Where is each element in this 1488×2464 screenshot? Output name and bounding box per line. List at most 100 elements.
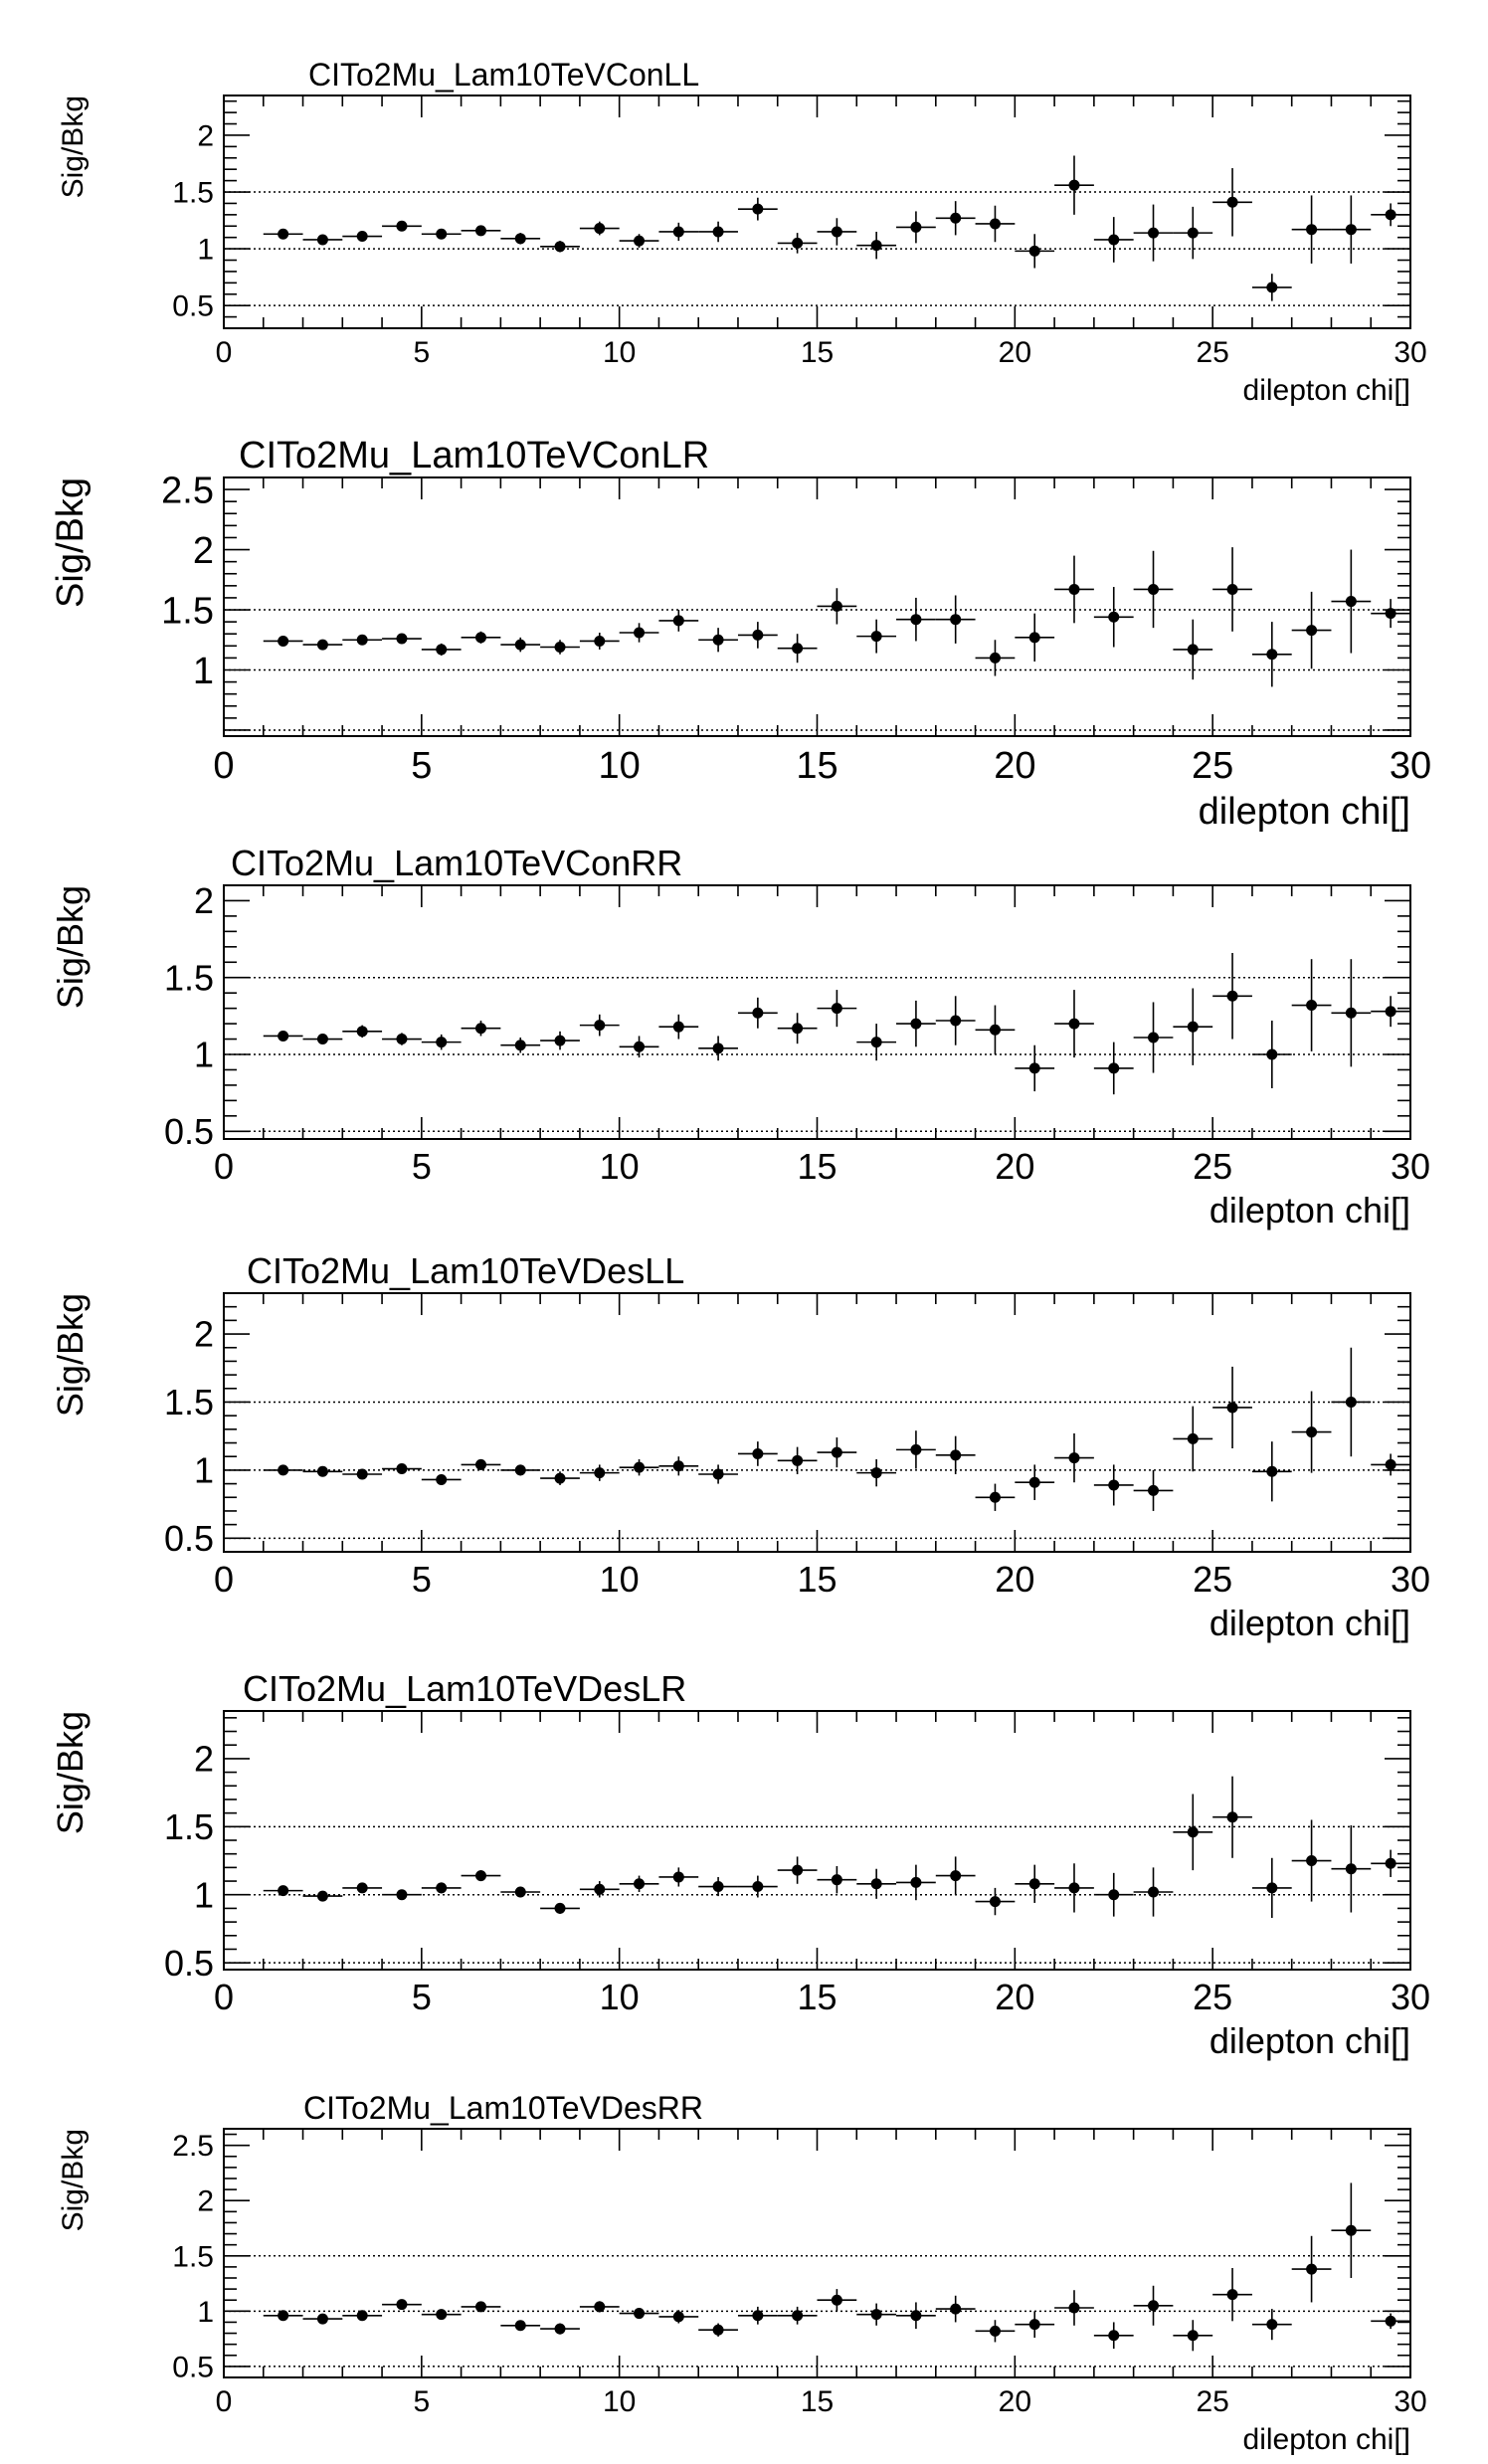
data-marker: [316, 1890, 328, 1902]
y-tick-label: 0.5: [164, 1518, 214, 1559]
data-point: [342, 1882, 383, 1894]
data-point: [1133, 1867, 1174, 1917]
x-tick-label: 20: [999, 2385, 1031, 2418]
data-marker: [1108, 1479, 1120, 1491]
data-marker: [634, 1041, 646, 1052]
y-tick-label: 2: [197, 119, 214, 152]
data-marker: [1187, 227, 1199, 239]
x-tick-label: 0: [214, 1559, 234, 1600]
data-point: [619, 1036, 659, 1058]
data-point: [421, 228, 462, 240]
data-marker: [554, 1035, 566, 1046]
data-point: [1371, 1453, 1410, 1476]
data-marker: [1187, 1021, 1199, 1033]
data-marker: [1028, 1062, 1040, 1074]
data-marker: [1306, 2263, 1318, 2275]
data-marker: [278, 2310, 289, 2322]
y-tick-label: 1.5: [172, 177, 214, 210]
x-axis-label: dilepton chi[]: [1209, 1190, 1410, 1231]
x-axis-label: dilepton chi[]: [1209, 2020, 1410, 2061]
data-marker: [712, 1042, 724, 1054]
data-point: [1331, 1347, 1372, 1457]
data-marker: [396, 633, 408, 645]
data-point: [896, 597, 936, 642]
data-marker: [712, 1881, 724, 1893]
chart-panel-6: 0 5 10 15 20 25 30 0.5 1 1.5 2 2.5 CITo2Mu_Lam10TeVD…: [57, 2090, 1427, 2456]
data-marker: [989, 2325, 1001, 2337]
data-point: [658, 2310, 699, 2324]
data-point: [302, 234, 343, 246]
data-point: [1015, 2311, 1055, 2338]
data-marker: [1187, 644, 1199, 656]
x-tick-label: 15: [801, 336, 834, 369]
data-point: [342, 231, 383, 243]
y-tick-label: 1: [197, 2296, 214, 2329]
data-marker: [396, 220, 408, 232]
data-point: [1371, 996, 1410, 1028]
data-point: [263, 2310, 303, 2322]
data-point: [302, 639, 343, 651]
data-point: [817, 1437, 857, 1468]
x-tick-label: 0: [216, 336, 233, 369]
y-tick-label: 1.5: [164, 1382, 214, 1422]
data-point: [421, 2309, 462, 2321]
data-point: [1251, 1021, 1292, 1088]
data-marker: [1226, 583, 1238, 595]
data-point: [461, 225, 501, 237]
data-marker: [950, 1015, 962, 1027]
data-marker: [910, 1443, 922, 1455]
data-marker: [1226, 2289, 1238, 2301]
data-point: [1331, 2182, 1372, 2278]
data-point: [461, 1458, 501, 1470]
y-tick-label: 1.5: [164, 957, 214, 998]
data-point: [500, 1038, 541, 1053]
data-marker: [316, 1465, 328, 1477]
data-marker: [910, 1876, 922, 1888]
data-point: [658, 1014, 699, 1040]
x-tick-label: 0: [216, 2385, 233, 2418]
data-marker: [989, 1896, 1001, 1908]
x-tick-label: 20: [995, 1146, 1034, 1187]
data-point: [461, 1021, 501, 1037]
data-point: [856, 231, 897, 260]
x-tick-label: 15: [801, 2385, 834, 2418]
data-point: [817, 218, 857, 246]
data-point: [698, 1464, 738, 1484]
data-point: [817, 2289, 857, 2312]
data-point: [500, 1464, 541, 1476]
x-axis-label: dilepton chi[]: [1243, 2423, 1410, 2456]
data-point: [461, 2301, 501, 2313]
data-point: [975, 640, 1016, 676]
x-tick-label: 30: [1390, 745, 1431, 787]
y-tick-label: 1.5: [161, 590, 214, 632]
data-point: [1015, 1044, 1055, 1092]
data-marker: [1385, 1006, 1396, 1018]
x-tick-label: 25: [1196, 336, 1228, 369]
data-point: [1371, 599, 1410, 629]
data-marker: [950, 212, 962, 224]
data-point: [1251, 1857, 1292, 1918]
data-marker: [910, 614, 922, 626]
data-marker: [316, 639, 328, 651]
y-tick-label: 1: [193, 651, 214, 692]
data-marker: [950, 1870, 962, 1882]
data-marker: [1266, 649, 1278, 661]
data-marker: [1068, 2302, 1080, 2314]
data-marker: [752, 203, 764, 215]
data-marker: [870, 1037, 882, 1048]
data-marker: [554, 1472, 566, 1484]
data-marker: [1068, 1882, 1080, 1894]
data-marker: [989, 1491, 1001, 1503]
data-marker: [1148, 1032, 1160, 1043]
data-marker: [1345, 596, 1357, 608]
x-tick-label: 25: [1193, 1146, 1232, 1187]
y-axis-label: Sig/Bkg: [50, 1293, 91, 1417]
chart-title: CITo2Mu_Lam10TeVConLR: [239, 435, 709, 476]
x-tick-label: 25: [1196, 2385, 1228, 2418]
y-tick-label: 0.5: [172, 290, 214, 323]
x-tick-label: 5: [412, 1559, 432, 1600]
chart-panel-1: 0 5 10 15 20 25 30 0.5 1 1.5 2 CITo2Mu_Lam10TeVConL…: [57, 57, 1427, 407]
data-marker: [474, 225, 486, 237]
data-marker: [278, 1464, 289, 1476]
data-marker: [831, 600, 842, 612]
